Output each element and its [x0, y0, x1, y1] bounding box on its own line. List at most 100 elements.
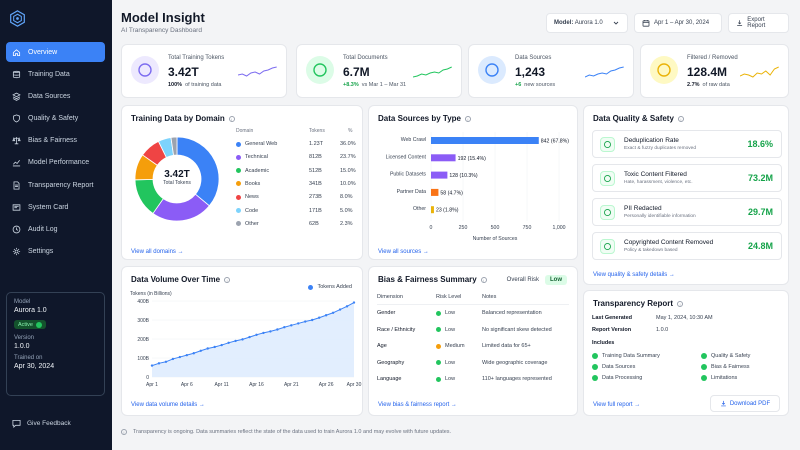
x-tick-label: Apr 16 — [249, 382, 264, 387]
sidebar-item-training-data[interactable]: Training Data — [6, 64, 105, 84]
bar-licensed-content — [431, 154, 456, 162]
page-subtitle: AI Transparency Dashboard — [121, 27, 202, 34]
domain-pct: 15.0% — [340, 167, 356, 174]
give-feedback-link[interactable]: Give Feedback — [12, 419, 71, 428]
check-icon — [701, 364, 707, 370]
sidebar-item-transparency-report[interactable]: Transparency Report — [6, 175, 105, 195]
sidebar-item-model-performance[interactable]: Model Performance — [6, 153, 105, 173]
domain-header-tokens: Tokens — [309, 128, 325, 134]
bias-title-text: Bias & Fairness Summary — [378, 275, 477, 284]
date-range-picker[interactable]: Apr 1 – Apr 30, 2024 — [634, 13, 722, 33]
report-card: Transparency Report i Last Generated May … — [583, 290, 789, 416]
view-bias-link[interactable]: View bias & fairness report → — [378, 402, 457, 408]
data-point — [269, 330, 272, 333]
view-full-report-link[interactable]: View full report → — [593, 402, 641, 408]
x-tick-label: 500 — [491, 225, 500, 231]
info-icon[interactable]: i — [465, 115, 471, 122]
export-report-button[interactable]: Export Report — [728, 13, 789, 33]
icon-path — [12, 137, 21, 145]
bias-note: Balanced representation — [482, 310, 542, 316]
data-point — [213, 345, 216, 349]
sidebar-item-settings[interactable]: Settings — [6, 242, 105, 262]
info-icon[interactable]: i — [224, 276, 231, 283]
download-icon — [737, 20, 743, 26]
check-icon — [35, 321, 42, 328]
icon-path — [12, 70, 21, 78]
feedback-label: Give Feedback — [27, 420, 71, 427]
domain-tokens: 62B — [309, 220, 319, 227]
bar-partner-data — [431, 188, 439, 196]
kpi-label: Total Training Tokens — [168, 55, 225, 61]
overall-risk: Overall Risk Low — [507, 275, 567, 285]
bias-header: Dimension — [377, 294, 403, 300]
view-volume-link[interactable]: View data volume details → — [131, 402, 205, 408]
info-icon[interactable]: i — [228, 115, 235, 122]
domain-name: Code — [245, 207, 259, 214]
info-icon[interactable]: i — [480, 276, 487, 283]
bias-risk-text: Low — [445, 359, 456, 366]
kpi-value: 6.7M — [343, 65, 370, 79]
sidebar-item-label: Training Data — [28, 70, 70, 78]
bias-risk: Low — [436, 310, 455, 316]
view-all-domains-link[interactable]: View all domains → — [131, 249, 184, 255]
sidebar-item-data-sources[interactable]: Data Sources — [6, 86, 105, 106]
divider — [377, 304, 569, 305]
domain-name: Technical — [245, 154, 268, 161]
bias-card: Bias & Fairness Summary i Overall Risk Lo… — [368, 266, 578, 416]
bar-category-label: Public Datasets — [390, 172, 426, 178]
sidebar-item-label: Quality & Safety — [28, 115, 79, 123]
sparkline-path — [413, 66, 452, 78]
report-title: Transparency Report i — [593, 299, 684, 308]
domain-pct: 8.0% — [340, 194, 353, 201]
check-icon — [592, 375, 598, 381]
sidebar-nav: Overview Training Data Data Sources Quality… — [6, 42, 105, 264]
bias-risk-text: Medium — [445, 343, 465, 349]
quality-link-text: View quality & safety details — [593, 272, 668, 278]
sidebar-item-system-card[interactable]: System Card — [6, 197, 105, 217]
sidebar-item-overview[interactable]: Overview — [6, 42, 105, 62]
volume-title: Data Volume Over Time i — [131, 275, 231, 284]
domain-card: Training Data by Domain i 3.42T Total Tok… — [121, 105, 363, 260]
quality-card: Data Quality & Safety i View quality & sa… — [583, 105, 789, 285]
data-point — [297, 322, 300, 325]
bias-header: Risk Level — [436, 294, 462, 300]
version-value: 1.0.0 — [14, 343, 30, 350]
bar-data-label: 192 (15.4%) — [458, 156, 487, 162]
sources-card: Data Sources by Type i 0 250 500 750 1,000 Web… — [368, 105, 578, 260]
check-icon — [701, 375, 707, 381]
kpi-value: 3.42T — [168, 65, 199, 79]
view-all-sources-link[interactable]: View all sources → — [378, 249, 429, 255]
volume-link-text: View data volume details — [131, 402, 198, 408]
quality-item: PII Redacted Personally identifiable info… — [592, 198, 782, 226]
risk-indicator — [436, 310, 441, 316]
info-icon[interactable]: i — [677, 300, 684, 307]
quality-item-value: 18.6% — [747, 139, 773, 149]
model-select[interactable]: Model: Aurora 1.0 — [546, 13, 628, 33]
domain-title-text: Training Data by Domain — [131, 114, 225, 123]
download-pdf-button[interactable]: Download PDF — [710, 395, 780, 412]
sidebar-item-quality-safety[interactable]: Quality & Safety — [6, 109, 105, 129]
kpi-icon-shape — [313, 63, 327, 77]
quality-item-name: Toxic Content Filtered — [624, 171, 687, 178]
includes-item: Data Processing — [592, 375, 642, 381]
volume-card: Data Volume Over Time i Tokens Added Toke… — [121, 266, 363, 416]
bias-dimension: Race / Ethnicity — [377, 326, 416, 333]
data-point — [324, 314, 328, 317]
sidebar-item-audit-log[interactable]: Audit Log — [6, 220, 105, 240]
domain-link-text: View all domains — [131, 249, 176, 255]
bar-category-label: Partner Data — [397, 189, 427, 195]
quality-item: Copyrighted Content Removed Policy & take… — [592, 232, 782, 260]
data-point — [276, 328, 279, 331]
risk-indicator — [436, 360, 441, 365]
includes-item-label: Bias & Fairness — [711, 364, 750, 370]
risk-indicator — [436, 376, 441, 382]
sidebar-item-bias-fairness[interactable]: Bias & Fairness — [6, 131, 105, 151]
domain-donut-chart — [134, 136, 220, 222]
icon-path — [13, 181, 20, 190]
calendar-icon — [642, 20, 650, 27]
view-quality-link[interactable]: View quality & safety details → — [593, 272, 675, 278]
document-icon — [306, 56, 334, 84]
info-icon[interactable]: i — [677, 115, 684, 122]
data-point — [150, 364, 154, 367]
quality-item: Toxic Content Filtered Hate, harassment, … — [592, 164, 782, 192]
